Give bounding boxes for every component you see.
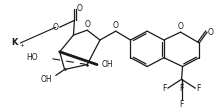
Text: F: F — [163, 84, 167, 93]
Text: O: O — [178, 22, 184, 31]
Text: HO: HO — [26, 53, 38, 62]
Text: O: O — [76, 4, 82, 13]
Text: F: F — [179, 84, 184, 93]
Text: O: O — [208, 28, 214, 37]
Text: K: K — [11, 38, 18, 47]
Text: O: O — [84, 20, 90, 29]
Text: OH: OH — [102, 60, 114, 69]
Text: O: O — [113, 21, 119, 30]
Text: F: F — [196, 84, 201, 93]
Text: +: + — [19, 43, 24, 48]
Text: F: F — [179, 100, 184, 109]
Text: OH: OH — [40, 75, 52, 84]
Text: O: O — [53, 23, 59, 32]
